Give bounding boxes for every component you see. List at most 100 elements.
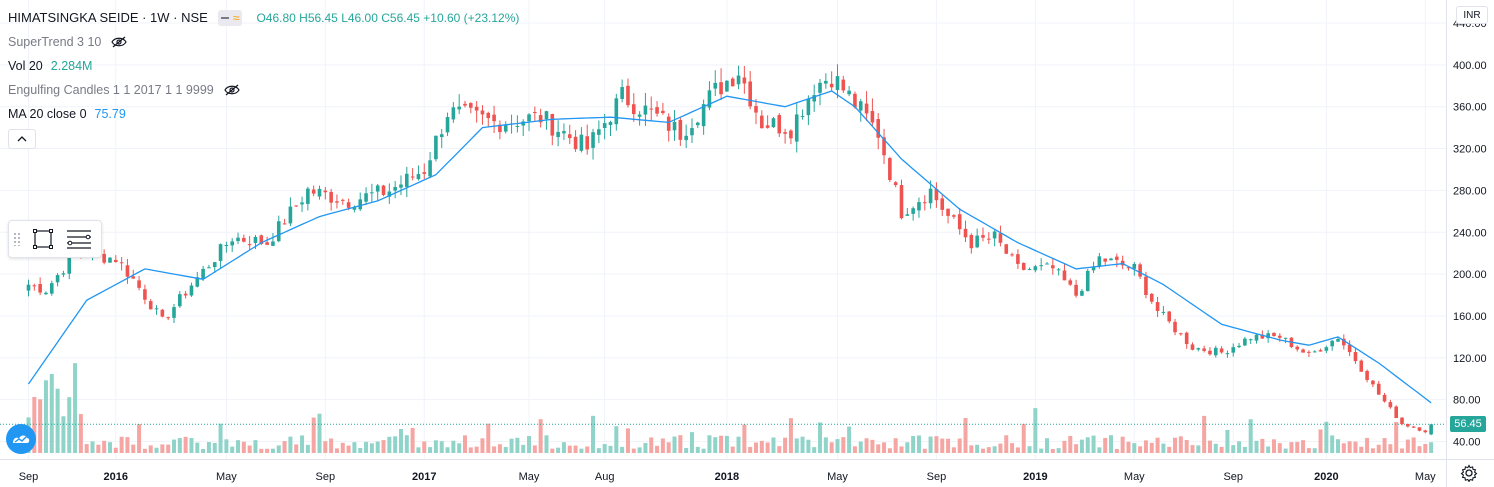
volume-bar — [172, 439, 176, 453]
candle-body — [783, 132, 787, 134]
volume-bar — [818, 422, 823, 453]
time-axis[interactable]: Sep 2016 May Sep 2017 May Aug 2018 May Sep 2019 May… — [19, 471, 1436, 483]
volume-bar — [585, 446, 590, 453]
candle-body — [882, 137, 886, 156]
volume-bar — [1417, 446, 1422, 453]
volume-bar — [300, 435, 305, 453]
candle-body — [1062, 270, 1067, 281]
candle-body — [922, 202, 927, 204]
candle-body — [585, 136, 590, 150]
volume-bar — [812, 447, 817, 453]
volume-bar — [916, 435, 921, 453]
candle-body — [364, 193, 368, 202]
collapse-legend-button[interactable] — [8, 129, 36, 149]
candle-body — [1248, 339, 1253, 341]
candle-body — [690, 128, 694, 136]
wave-icon: ≈ — [232, 11, 240, 25]
candle-body — [853, 93, 857, 108]
volume-bar — [358, 448, 363, 453]
volume-bar — [1400, 448, 1405, 453]
x-tick-label: 2016 — [104, 471, 128, 483]
volume-row[interactable]: Vol 20 2.284M — [8, 54, 519, 78]
candle-body — [125, 265, 130, 277]
y-tick-label: 360.00 — [1453, 102, 1487, 114]
x-tick-label: May — [827, 471, 848, 483]
volume-bar — [67, 397, 72, 453]
volume-bar — [1242, 446, 1247, 453]
candle-body — [725, 80, 729, 92]
volume-bar — [561, 442, 566, 453]
candle-body — [1382, 394, 1387, 402]
candle-body — [439, 134, 444, 138]
volume-bar — [573, 445, 578, 453]
candle-body — [981, 235, 985, 238]
symbol-title[interactable]: HIMATSINGKA SEIDE · 1W · NSE — [8, 10, 208, 25]
volume-bar — [1330, 435, 1335, 453]
collapse-row — [8, 126, 519, 150]
candle-body — [754, 106, 758, 113]
y-tick-label: 200.00 — [1453, 269, 1487, 281]
symbol-status-pill[interactable]: ≈ — [217, 10, 243, 26]
volume-bar — [1312, 448, 1317, 453]
volume-bar — [771, 437, 776, 453]
volume-bar — [678, 435, 683, 453]
candle-body — [789, 130, 793, 139]
engulfing-row[interactable]: Engulfing Candles 1 1 2017 1 1 9999 — [8, 78, 519, 102]
candle-body — [422, 172, 427, 174]
volume-bar — [1074, 444, 1079, 453]
currency-label[interactable]: INR — [1456, 6, 1488, 24]
candle-body — [143, 289, 147, 300]
candle-body — [224, 244, 229, 246]
candle-body — [498, 124, 502, 133]
candle-body — [189, 285, 194, 296]
candle-body — [1312, 351, 1317, 353]
volume-bar — [1114, 448, 1119, 453]
volume-bar — [206, 442, 211, 453]
candle-body — [1347, 344, 1352, 353]
candle-body — [451, 107, 456, 120]
candle-body — [207, 267, 211, 269]
volume-bar — [521, 444, 526, 453]
candle-body — [1080, 290, 1084, 296]
settings-gear-icon[interactable] — [1460, 464, 1478, 482]
candle-body — [672, 121, 677, 131]
candle-body — [998, 233, 1003, 243]
volume-bar — [579, 448, 584, 453]
volume-bar — [1196, 445, 1201, 453]
candle-body — [771, 118, 776, 128]
drawing-toolbar[interactable] — [8, 220, 102, 258]
eye-off-icon[interactable] — [224, 84, 240, 96]
candle-body — [1045, 263, 1049, 265]
candle-body — [1010, 254, 1014, 256]
drag-handle[interactable] — [13, 232, 21, 246]
volume-bar — [666, 442, 671, 453]
supertrend-row[interactable]: SuperTrend 3 10 — [8, 30, 519, 54]
candle-body — [32, 285, 37, 287]
volume-bar — [393, 436, 398, 453]
candle-body — [282, 223, 287, 225]
price-axis[interactable]: 440.00400.00360.00320.00280.00240.00200.… — [1453, 18, 1487, 448]
volume-bar — [439, 441, 444, 453]
volume-bar — [189, 438, 194, 453]
volume-bar — [428, 447, 433, 453]
volume-bar — [32, 396, 37, 453]
volume-bar — [1079, 439, 1084, 453]
volume-bar — [1045, 438, 1049, 453]
volume-bar — [113, 447, 118, 453]
tradingview-logo-button[interactable] — [6, 424, 36, 454]
dash-icon — [220, 17, 229, 19]
lines-tool-button[interactable] — [65, 225, 93, 253]
rectangle-tool-button[interactable] — [29, 225, 57, 253]
eye-off-icon[interactable] — [111, 36, 128, 48]
candle-body — [1097, 256, 1102, 267]
ma-row[interactable]: MA 20 close 0 75.79 — [8, 102, 519, 126]
volume-bar — [457, 443, 462, 453]
volume-bar — [1324, 421, 1329, 453]
volume-bar — [1068, 435, 1073, 453]
x-tick-label: Aug — [595, 471, 615, 483]
candle-body — [480, 110, 485, 115]
candle-body — [533, 112, 537, 114]
volume-bar — [84, 444, 89, 453]
candle-body — [975, 235, 979, 248]
